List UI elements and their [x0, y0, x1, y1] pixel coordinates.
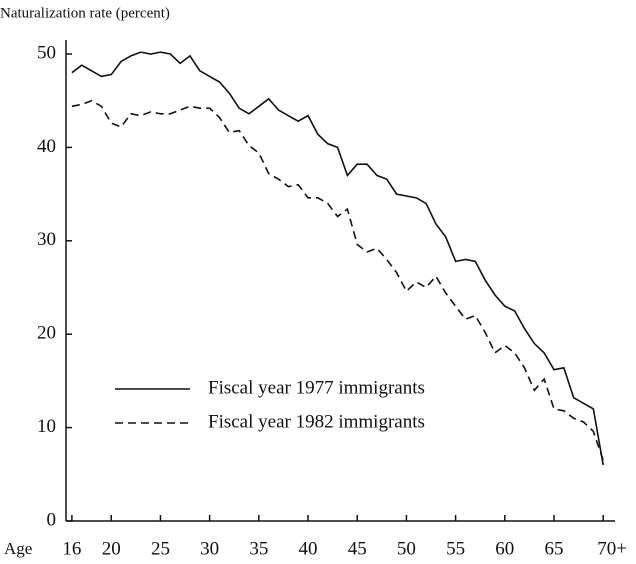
x-tick-label: 50	[397, 538, 416, 559]
x-tick-label: 60	[495, 538, 514, 559]
y-axis-label: Naturalization rate (percent)	[0, 5, 170, 21]
x-tick-label: 35	[249, 538, 268, 559]
x-tick-label: 40	[299, 538, 318, 559]
legend-label: Fiscal year 1982 immigrants	[208, 411, 425, 432]
y-tick-label: 40	[37, 136, 56, 157]
x-tick-label: 55	[446, 538, 465, 559]
x-tick-label: 45	[348, 538, 367, 559]
y-tick-label: 20	[37, 323, 56, 344]
x-tick-label: 30	[200, 538, 219, 559]
y-tick-label: 30	[37, 229, 56, 250]
series-line	[71, 99, 604, 461]
x-tick-label: 25	[151, 538, 170, 559]
x-tick-label: 65	[545, 538, 564, 559]
x-axis-label: Age	[4, 539, 32, 558]
y-tick-label: 0	[47, 509, 57, 530]
x-tick-label: 70+	[597, 538, 627, 559]
series-line	[71, 51, 604, 466]
y-tick-label: 10	[37, 416, 56, 437]
y-tick-label: 50	[37, 42, 56, 63]
x-tick-label: 16	[62, 538, 81, 559]
x-tick-label: 20	[102, 538, 121, 559]
legend-label: Fiscal year 1977 immigrants	[208, 377, 425, 398]
